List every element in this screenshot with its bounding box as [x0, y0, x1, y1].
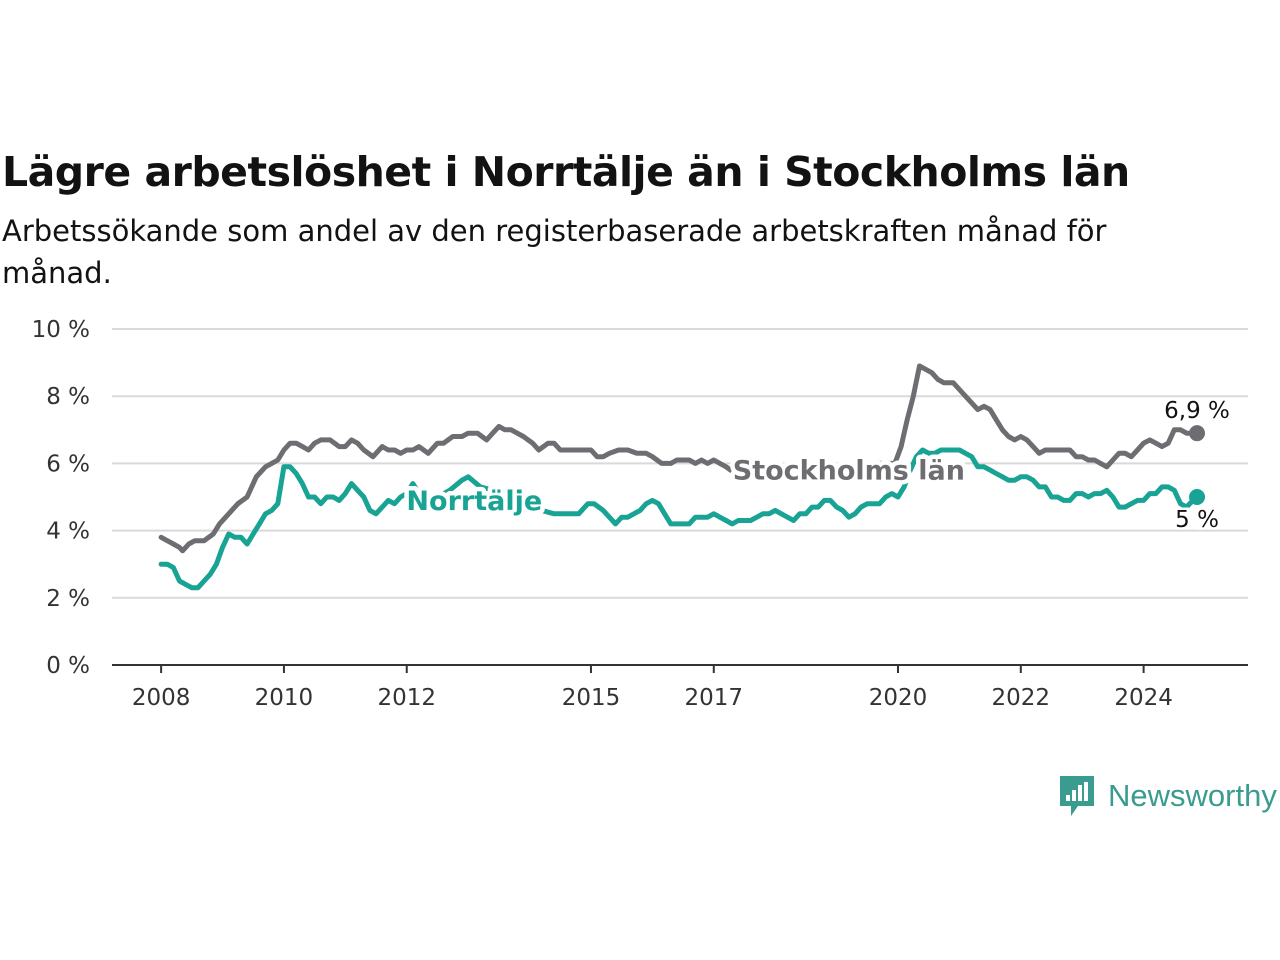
series-end-label: 5 %	[1175, 507, 1219, 533]
x-tick-label: 2024	[1114, 685, 1173, 711]
y-tick-label: 2 %	[46, 586, 90, 612]
x-tick-label: 2015	[562, 685, 621, 711]
chart-title: Lägre arbetslöshet i Norrtälje än i Stoc…	[2, 148, 1130, 196]
y-tick-label: 6 %	[46, 451, 90, 477]
brand-name: Newsworthy	[1108, 778, 1277, 813]
series-lines: 6,9 % 5 %	[158, 363, 1232, 591]
x-tick-label: 2020	[869, 685, 928, 711]
series-end-label: 6,9 %	[1164, 398, 1230, 424]
y-tick-label: 10 %	[32, 317, 90, 343]
y-tick-label: 0 %	[46, 653, 90, 679]
y-tick-label: 4 %	[46, 519, 90, 545]
chart-subtitle: Arbetssökande som andel av den registerb…	[2, 214, 1107, 290]
grid-lines	[112, 328, 1248, 599]
chat-bar-chart-icon	[1060, 776, 1094, 816]
x-axis: 2008 2010 2012 2015 2017 2020 2022 2024	[132, 665, 1173, 711]
series-line	[158, 447, 1200, 591]
series-name-label: Norrtälje	[406, 486, 542, 517]
series-end-point	[1189, 489, 1206, 505]
series-labels: Stockholms län Norrtälje	[402, 451, 970, 522]
x-tick-label: 2008	[132, 685, 191, 711]
x-tick-label: 2012	[377, 685, 436, 711]
x-tick-label: 2010	[255, 685, 314, 711]
newsworthy-logo: Newsworthy	[1058, 774, 1277, 818]
series-end-point	[1189, 425, 1206, 442]
x-tick-label: 2022	[992, 685, 1051, 711]
y-tick-label: 8 %	[46, 384, 90, 410]
y-axis: 0 % 2 % 4 % 6 % 8 % 10 %	[32, 317, 90, 679]
x-tick-label: 2017	[684, 685, 743, 711]
series-name-label: Stockholms län	[733, 455, 965, 486]
series-line	[158, 363, 1200, 554]
